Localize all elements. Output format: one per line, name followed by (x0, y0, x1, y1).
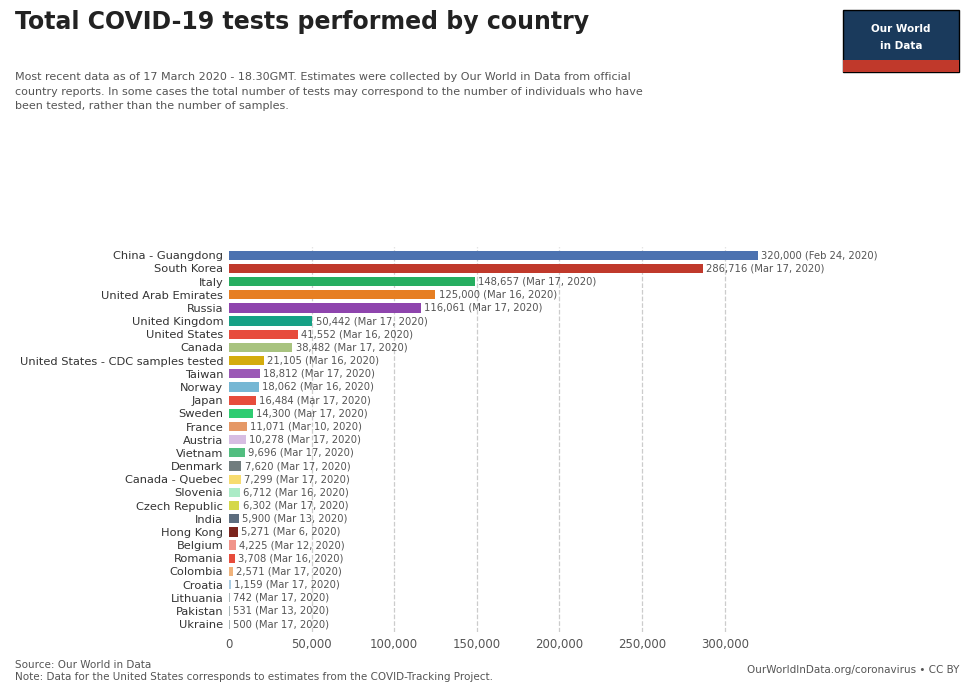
Bar (229, 369, 260, 379)
Bar (229, 593, 230, 602)
Text: 41,552 (Mar 16, 2020): 41,552 (Mar 16, 2020) (301, 329, 413, 339)
Text: 3,708 (Mar 16, 2020): 3,708 (Mar 16, 2020) (239, 553, 344, 563)
Text: 4,225 (Mar 12, 2020): 4,225 (Mar 12, 2020) (240, 540, 345, 550)
Bar (229, 567, 233, 576)
Bar (229, 514, 239, 523)
Text: 18,812 (Mar 17, 2020): 18,812 (Mar 17, 2020) (263, 369, 375, 379)
Bar (229, 277, 474, 286)
Text: 6,302 (Mar 17, 2020): 6,302 (Mar 17, 2020) (243, 501, 348, 510)
Text: 742 (Mar 17, 2020): 742 (Mar 17, 2020) (234, 593, 329, 602)
Text: 116,061 (Mar 17, 2020): 116,061 (Mar 17, 2020) (424, 303, 543, 313)
Bar (229, 488, 240, 497)
Text: Source: Our World in Data: Source: Our World in Data (15, 660, 151, 670)
Bar (229, 422, 247, 431)
Text: 148,657 (Mar 17, 2020): 148,657 (Mar 17, 2020) (478, 277, 596, 286)
Bar (229, 317, 313, 326)
Bar (229, 304, 421, 313)
Text: OurWorldInData.org/coronavirus • CC BY: OurWorldInData.org/coronavirus • CC BY (747, 664, 959, 675)
Bar (229, 251, 758, 260)
Bar (229, 475, 241, 484)
Text: 531 (Mar 13, 2020): 531 (Mar 13, 2020) (233, 606, 329, 616)
Text: Note: Data for the United States corresponds to estimates from the COVID-Trackin: Note: Data for the United States corresp… (15, 671, 493, 682)
Text: 5,900 (Mar 13, 2020): 5,900 (Mar 13, 2020) (242, 514, 348, 523)
Text: 320,000 (Feb 24, 2020): 320,000 (Feb 24, 2020) (761, 250, 878, 260)
Bar (229, 528, 238, 537)
Bar (229, 448, 244, 458)
Bar (229, 554, 235, 563)
Text: 38,482 (Mar 17, 2020): 38,482 (Mar 17, 2020) (296, 342, 407, 352)
Bar (229, 501, 240, 510)
Text: 286,716 (Mar 17, 2020): 286,716 (Mar 17, 2020) (706, 263, 824, 273)
Text: Total COVID-19 tests performed by country: Total COVID-19 tests performed by countr… (15, 10, 588, 34)
Text: in Data: in Data (880, 41, 922, 51)
Bar (229, 264, 703, 273)
Bar (229, 580, 231, 589)
Bar (229, 343, 292, 352)
Text: 21,105 (Mar 16, 2020): 21,105 (Mar 16, 2020) (267, 356, 379, 365)
Bar (229, 396, 256, 405)
Bar (229, 409, 252, 418)
Bar (229, 330, 298, 339)
Text: 7,620 (Mar 17, 2020): 7,620 (Mar 17, 2020) (244, 461, 351, 471)
FancyBboxPatch shape (843, 10, 959, 72)
Bar (229, 462, 242, 471)
Text: 2,571 (Mar 17, 2020): 2,571 (Mar 17, 2020) (237, 567, 342, 576)
Text: Our World: Our World (871, 24, 931, 34)
Text: 16,484 (Mar 17, 2020): 16,484 (Mar 17, 2020) (259, 395, 371, 405)
Bar (229, 541, 236, 550)
Bar (229, 435, 245, 444)
Bar (229, 383, 259, 392)
Text: 50,442 (Mar 17, 2020): 50,442 (Mar 17, 2020) (316, 316, 428, 326)
Text: Most recent data as of 17 March 2020 - 18.30GMT. Estimates were collected by Our: Most recent data as of 17 March 2020 - 1… (15, 72, 643, 111)
Bar (229, 290, 435, 300)
Text: 7,299 (Mar 17, 2020): 7,299 (Mar 17, 2020) (244, 474, 350, 484)
Text: 9,696 (Mar 17, 2020): 9,696 (Mar 17, 2020) (248, 448, 354, 458)
Bar (229, 356, 264, 365)
Text: 6,712 (Mar 16, 2020): 6,712 (Mar 16, 2020) (244, 487, 349, 497)
Text: 500 (Mar 17, 2020): 500 (Mar 17, 2020) (233, 619, 329, 629)
Text: 5,271 (Mar 6, 2020): 5,271 (Mar 6, 2020) (241, 527, 340, 537)
Text: 125,000 (Mar 16, 2020): 125,000 (Mar 16, 2020) (439, 290, 557, 300)
Text: 1,159 (Mar 17, 2020): 1,159 (Mar 17, 2020) (234, 580, 340, 589)
Text: 14,300 (Mar 17, 2020): 14,300 (Mar 17, 2020) (256, 408, 367, 418)
Bar (843, 60, 959, 72)
Text: 11,071 (Mar 10, 2020): 11,071 (Mar 10, 2020) (250, 422, 362, 431)
Text: 10,278 (Mar 17, 2020): 10,278 (Mar 17, 2020) (249, 435, 361, 444)
Text: 18,062 (Mar 16, 2020): 18,062 (Mar 16, 2020) (262, 382, 374, 392)
